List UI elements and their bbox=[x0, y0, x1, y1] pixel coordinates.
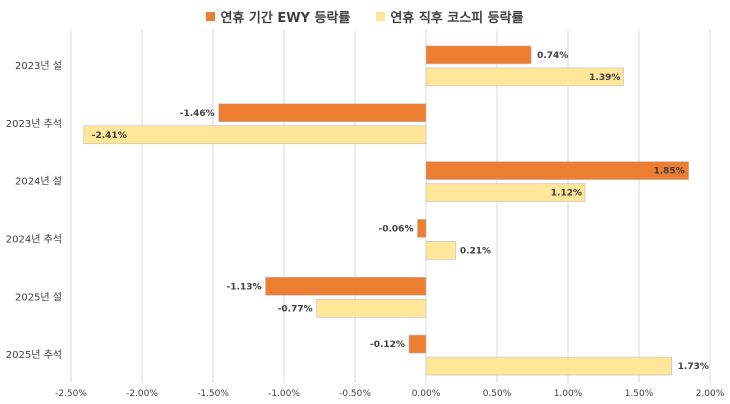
category-label: 2024년 추석 bbox=[6, 233, 62, 245]
data-label: -1.46% bbox=[180, 109, 215, 119]
category-label: 2025년 추석 bbox=[6, 349, 62, 361]
x-tick-label: -0.50% bbox=[339, 389, 371, 399]
x-tick-label: 2.00% bbox=[696, 389, 725, 399]
bar-ewy bbox=[265, 276, 427, 296]
bar-kospi bbox=[425, 241, 457, 260]
data-label: 0.74% bbox=[537, 51, 568, 61]
data-label: -1.13% bbox=[227, 282, 262, 292]
x-tick-label: 1.50% bbox=[625, 389, 654, 399]
data-label: -2.41% bbox=[92, 131, 127, 141]
data-label: 1.39% bbox=[589, 73, 620, 83]
data-label: -0.12% bbox=[370, 340, 405, 350]
category-label: 2024년 설 bbox=[15, 176, 62, 188]
x-tick-label: 0.00% bbox=[412, 389, 441, 399]
data-label: 0.21% bbox=[460, 246, 491, 256]
x-tick-label: -1.50% bbox=[197, 389, 229, 399]
legend-item-kospi: 연휴 직후 코스피 등락률 bbox=[376, 7, 524, 26]
x-tick-label: -2.50% bbox=[55, 389, 87, 399]
data-label: 1.73% bbox=[678, 362, 709, 372]
bar-kospi bbox=[316, 298, 427, 318]
bar-ewy bbox=[425, 45, 532, 65]
legend-label-ewy: 연휴 기간 EWY 등락률 bbox=[220, 10, 351, 26]
category-label: 2023년 추석 bbox=[6, 118, 62, 130]
bar-ewy bbox=[425, 161, 690, 180]
legend-item-ewy: 연휴 기간 EWY 등락률 bbox=[206, 7, 350, 26]
bar-ewy bbox=[218, 103, 427, 123]
category-label: 2025년 설 bbox=[15, 291, 62, 303]
category-label: 2023년 설 bbox=[15, 60, 62, 72]
x-tick-label: 1.00% bbox=[554, 389, 583, 399]
bar-kospi bbox=[425, 67, 624, 87]
bar-kospi bbox=[425, 183, 586, 202]
data-label: -0.06% bbox=[379, 224, 414, 234]
bar-ewy bbox=[408, 334, 427, 354]
x-tick-label: -1.00% bbox=[268, 389, 300, 399]
legend-swatch-ewy bbox=[206, 11, 216, 21]
data-label: 1.85% bbox=[653, 167, 684, 177]
bar-kospi bbox=[425, 356, 672, 376]
data-label: 1.12% bbox=[551, 189, 582, 199]
legend: 연휴 기간 EWY 등락률 연휴 직후 코스피 등락률 bbox=[0, 6, 730, 26]
bar-ewy bbox=[417, 219, 427, 238]
x-tick-label: -2.00% bbox=[126, 389, 158, 399]
legend-swatch-kospi bbox=[376, 11, 386, 21]
x-tick-label: 0.50% bbox=[483, 389, 512, 399]
bar-kospi bbox=[83, 125, 427, 145]
legend-label-kospi: 연휴 직후 코스피 등락률 bbox=[390, 10, 524, 26]
data-label: -0.77% bbox=[278, 304, 313, 314]
